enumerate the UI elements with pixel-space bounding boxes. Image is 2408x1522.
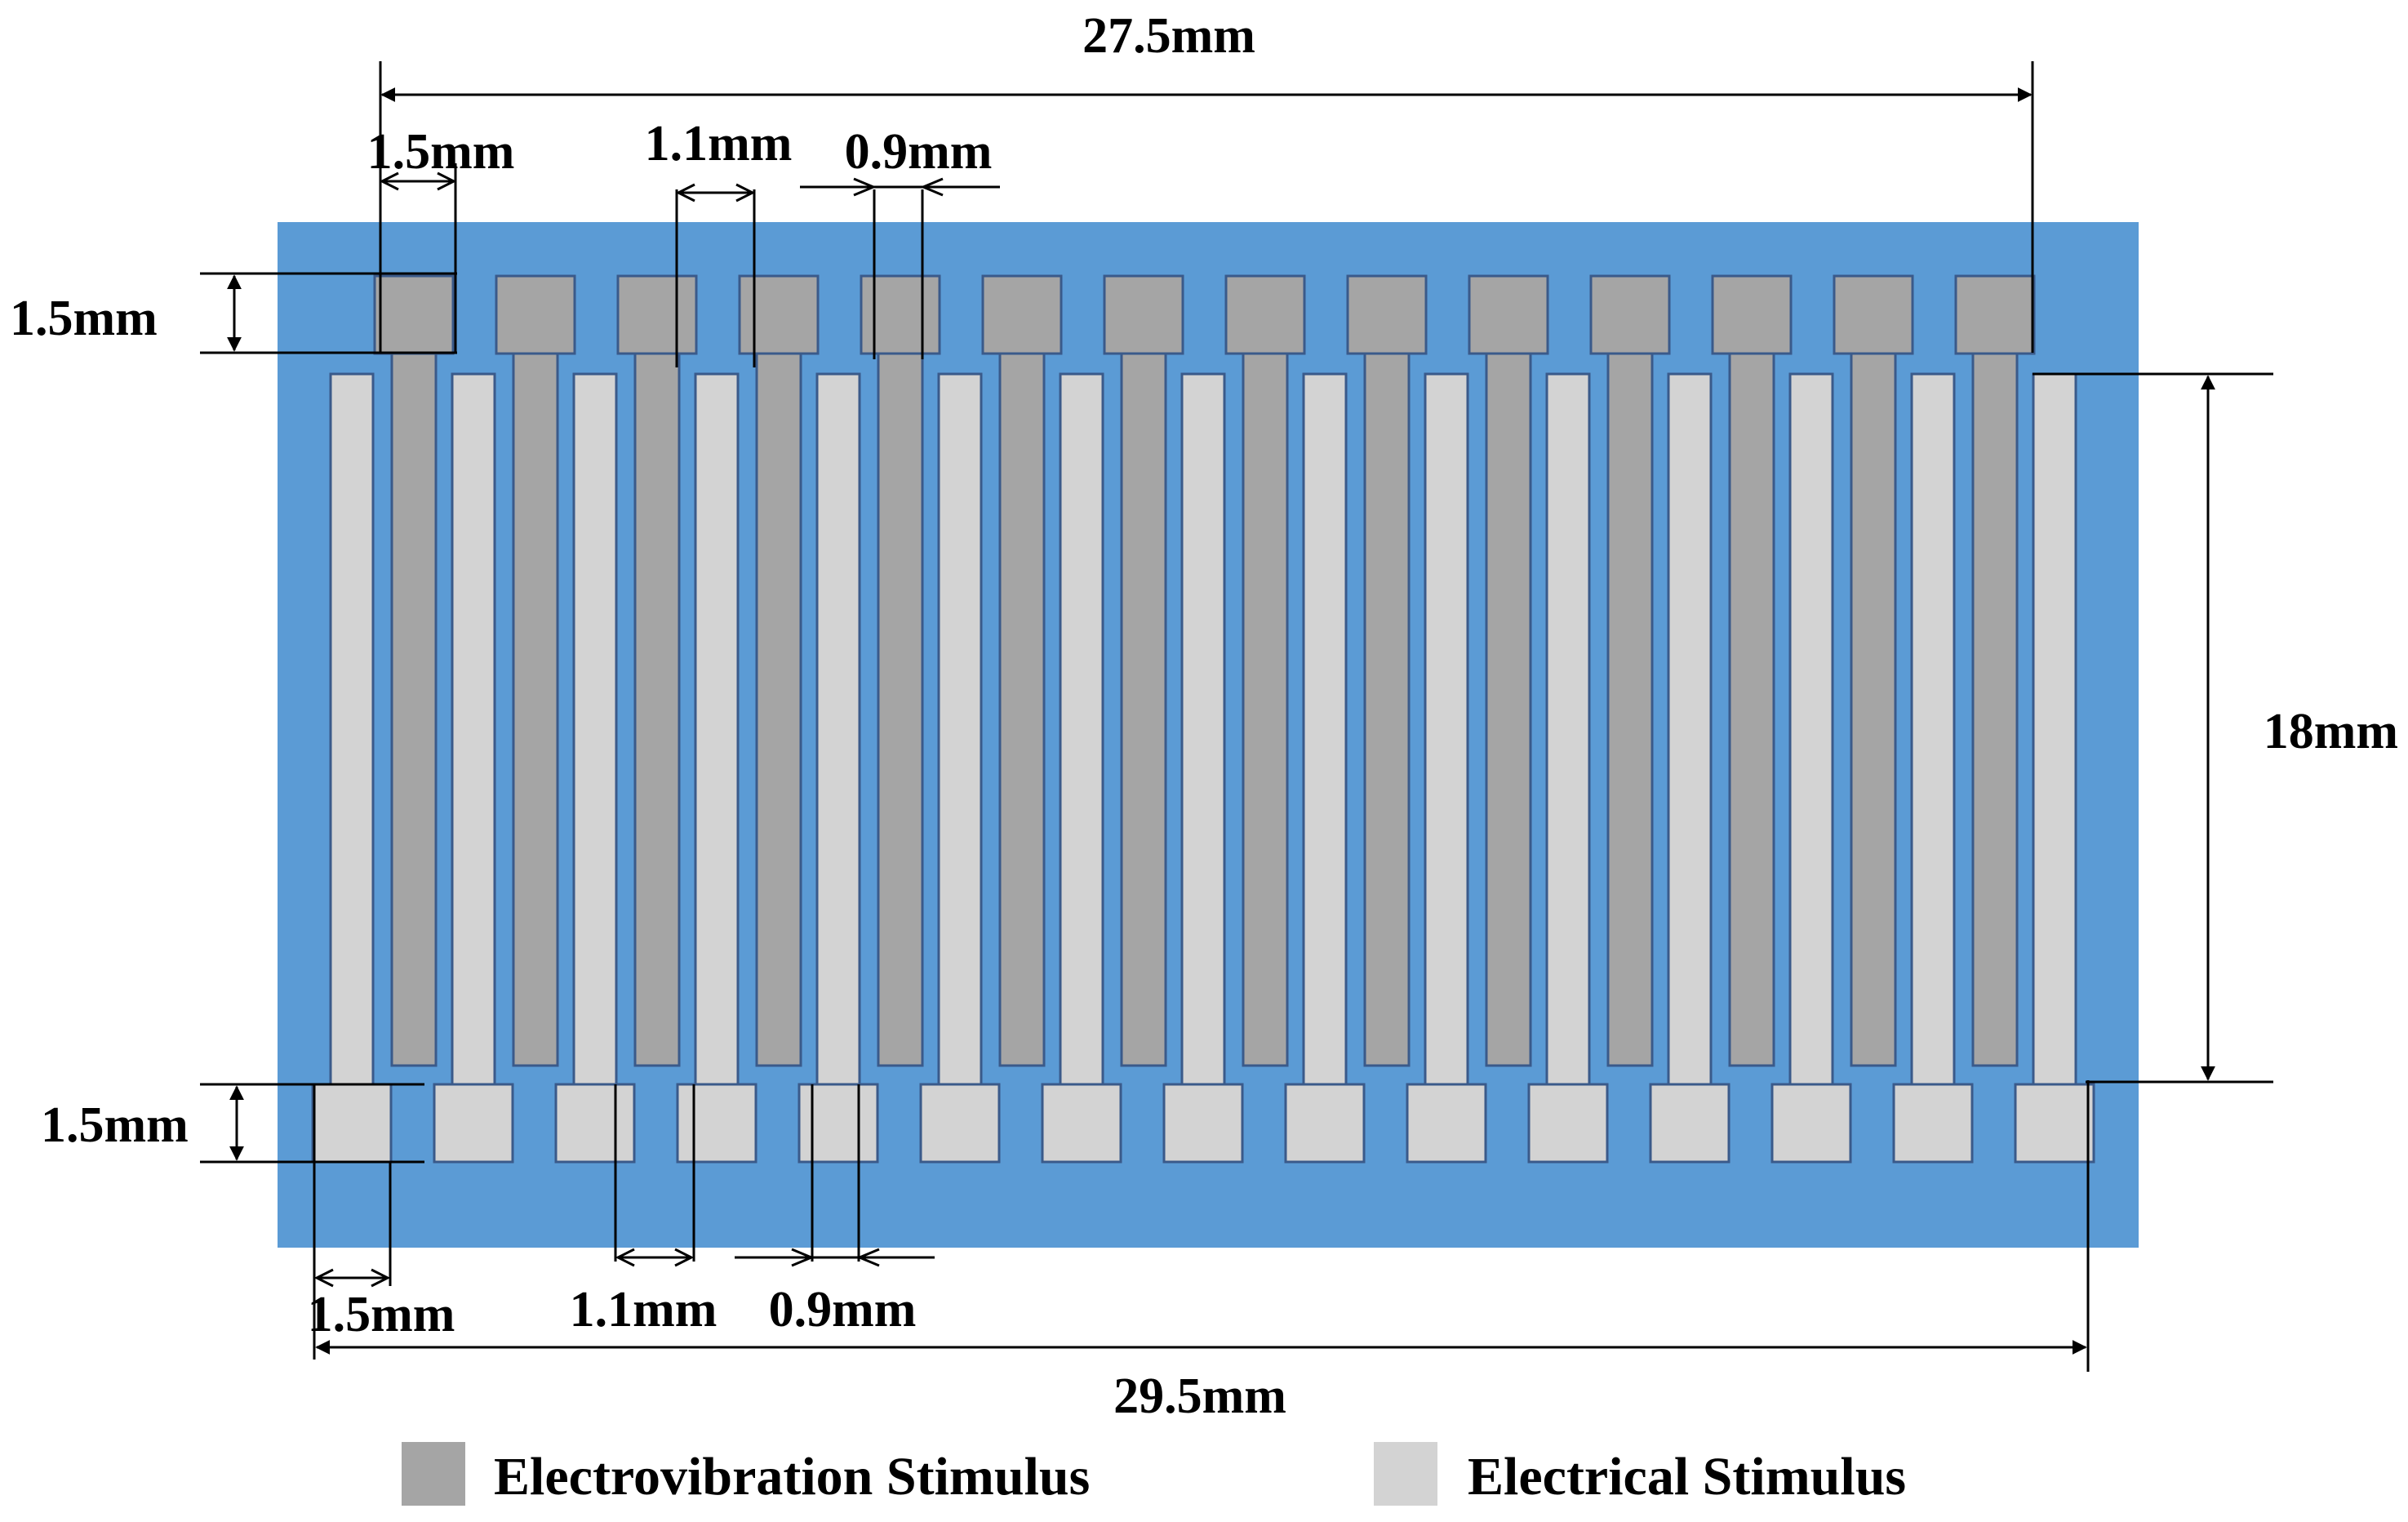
electrovibration-pad — [1103, 274, 1184, 355]
electrovibration-bar — [1850, 349, 1897, 1067]
electrovibration-bar — [512, 349, 559, 1067]
electrical-bar — [1059, 372, 1104, 1094]
electrical-pad — [919, 1083, 1001, 1164]
legend-label-electrical: Electrical Stimulus — [1468, 1447, 1906, 1506]
legend-swatch-electrovibration — [402, 1442, 465, 1506]
electrical-bar — [2032, 372, 2077, 1094]
dim-height-label: 18mm — [2264, 704, 2398, 759]
electrovibration-pad — [1346, 274, 1428, 355]
electrovibration-bar — [755, 349, 802, 1067]
electrovibration-bar — [1971, 349, 2019, 1067]
electrovibration-bar — [1120, 349, 1167, 1067]
electrical-bar — [1788, 372, 1834, 1094]
dim-bottom-pad-height-label: 1.5mm — [41, 1097, 189, 1153]
electrovibration-bar — [998, 349, 1046, 1067]
top-pitch-arrowhead-left — [853, 177, 877, 197]
electrovibration-bar — [633, 349, 681, 1067]
electrical-bar — [572, 372, 618, 1094]
electrical-pad — [1649, 1083, 1730, 1164]
electrical-bar — [1424, 372, 1469, 1094]
electrical-bar — [1180, 372, 1226, 1094]
electrovibration-pad — [1954, 274, 2036, 355]
electrical-pad — [1041, 1083, 1122, 1164]
electrovibration-pad — [495, 274, 576, 355]
legend-label-electrovibration: Electrovibration Stimulus — [494, 1447, 1090, 1506]
dimension-lines — [200, 61, 2273, 1372]
legend-swatch-electrical — [1374, 1442, 1437, 1506]
bottom-pitch-arrowhead-right — [856, 1248, 880, 1267]
dim-top-total-label: 27.5mm — [1082, 8, 1255, 64]
dim-bottom-pad-width-label: 1.5mm — [308, 1287, 455, 1342]
electrical-pad — [797, 1083, 879, 1164]
electrical-pad — [1892, 1083, 1974, 1164]
electrovibration-pad — [860, 274, 941, 355]
bottom-pitch-arrowhead-left — [791, 1248, 815, 1267]
dim-bottom-gap-label: 1.1mm — [570, 1282, 718, 1337]
electrovibration-bar — [390, 349, 438, 1067]
legend: Electrovibration Stimulus Electrical Sti… — [402, 1442, 1906, 1506]
dim-top-gap-label: 1.1mm — [645, 116, 793, 171]
electrovibration-pad — [981, 274, 1063, 355]
electrovibration-bar — [1363, 349, 1411, 1067]
electrovibration-pad — [616, 274, 698, 355]
electrical-bar — [694, 372, 740, 1094]
electrical-bar — [815, 372, 861, 1094]
electrical-pad — [1162, 1083, 1244, 1164]
electrical-pad — [1284, 1083, 1366, 1164]
electrovibration-pad — [1833, 274, 1914, 355]
dim-top-pad-height-label: 1.5mm — [10, 291, 158, 346]
dim-bottom-pitch-label: 0.9mm — [769, 1282, 917, 1337]
electrical-pad — [554, 1083, 636, 1164]
electrovibration-pad — [373, 274, 455, 355]
electrical-pad — [2014, 1083, 2095, 1164]
electrical-bar — [1910, 372, 1956, 1094]
dim-top-pitch-label: 0.9mm — [845, 124, 993, 180]
top-pitch-arrowhead-right — [920, 177, 944, 197]
electrovibration-pad — [1224, 274, 1306, 355]
electrical-pad — [1406, 1083, 1487, 1164]
electrovibration-bar — [1728, 349, 1775, 1067]
electrical-pad — [1527, 1083, 1609, 1164]
electrical-pad — [1770, 1083, 1852, 1164]
electrovibration-pad — [738, 274, 820, 355]
electrical-pad — [676, 1083, 757, 1164]
electrovibration-pad — [1711, 274, 1793, 355]
electrical-bar — [1667, 372, 1713, 1094]
electrovibration-bar — [877, 349, 924, 1067]
electrovibration-bar — [1242, 349, 1289, 1067]
electrovibration-pad — [1468, 274, 1549, 355]
electrovibration-bar — [1606, 349, 1654, 1067]
electrical-bar — [1545, 372, 1591, 1094]
electrical-pad — [311, 1083, 393, 1164]
dim-bottom-total-label: 29.5mm — [1113, 1368, 1286, 1424]
dim-top-pad-width-label: 1.5mm — [367, 124, 515, 180]
electrovibration-bar — [1485, 349, 1532, 1067]
electrical-bar — [329, 372, 375, 1094]
electrical-bar — [451, 372, 496, 1094]
electrical-pad — [433, 1083, 514, 1164]
electrode-array — [311, 274, 2095, 1164]
electrical-bar — [937, 372, 983, 1094]
electrovibration-pad — [1589, 274, 1671, 355]
electrical-bar — [1302, 372, 1348, 1094]
